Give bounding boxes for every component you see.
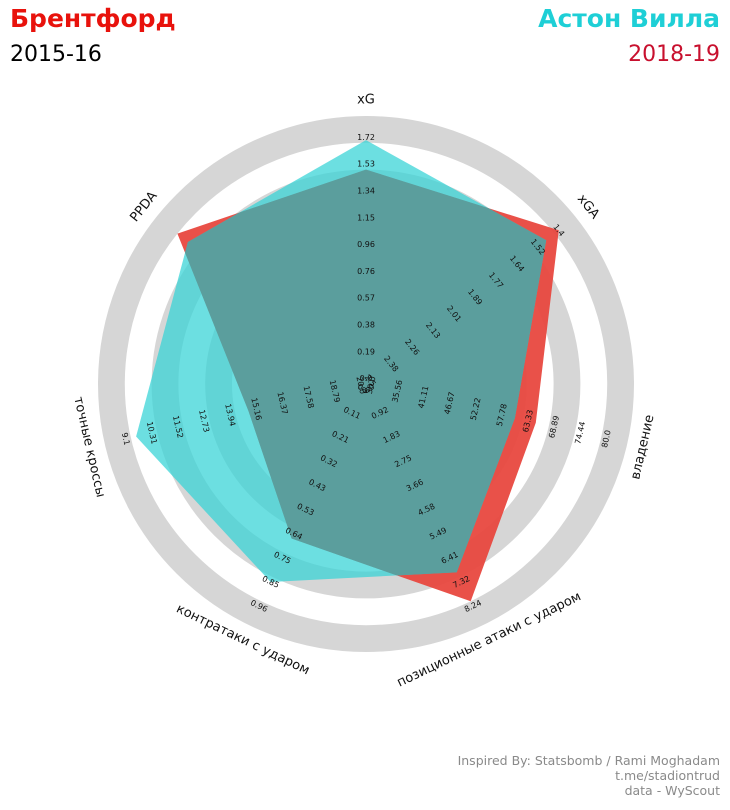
axis-tick-label: 0.96 bbox=[357, 240, 375, 249]
axis-tick-label: 1.15 bbox=[357, 213, 375, 222]
team-b-season: 2018-19 bbox=[628, 42, 720, 67]
team-b-name: Астон Вилла bbox=[538, 4, 720, 33]
team-a-season: 2015-16 bbox=[10, 42, 102, 67]
axis-label: владение bbox=[628, 413, 657, 481]
axis-label: xG bbox=[357, 93, 375, 108]
axis-tick-label: 1.53 bbox=[357, 160, 375, 169]
axis-tick-label: 0.0 bbox=[360, 374, 373, 383]
axis-tick-label: 0.76 bbox=[357, 267, 375, 276]
credit-inspired-by: Inspired By: Statsbomb / Rami Moghadam bbox=[457, 753, 720, 768]
credits: Inspired By: Statsbomb / Rami Moghadam t… bbox=[458, 753, 720, 798]
credit-data-source: data - WyScout bbox=[624, 783, 720, 798]
axis-tick-label: 9.1 bbox=[120, 432, 132, 446]
axis-tick-label: 0.57 bbox=[357, 294, 375, 303]
axis-tick-label: 0.38 bbox=[357, 321, 375, 330]
axis-tick-label: 0.19 bbox=[357, 347, 375, 356]
axis-label: xGA bbox=[574, 192, 602, 222]
axis-tick-label: 1.72 bbox=[357, 133, 375, 142]
credit-channel: t.me/stadiontrud bbox=[615, 768, 720, 783]
axis-tick-label: 20.0 bbox=[354, 376, 367, 395]
radar-ring-band bbox=[97, 115, 635, 653]
axis-tick-label: 1.34 bbox=[357, 187, 375, 196]
team-a-name: Брентфорд bbox=[10, 4, 176, 33]
axis-tick-label: 30.0 bbox=[365, 376, 378, 395]
axis-tick-label: 80.0 bbox=[600, 429, 613, 448]
